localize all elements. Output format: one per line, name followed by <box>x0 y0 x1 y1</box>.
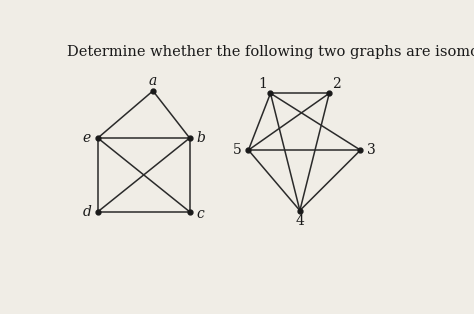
Text: 4: 4 <box>295 214 304 228</box>
Text: 2: 2 <box>332 77 341 91</box>
Text: c: c <box>197 207 205 221</box>
Text: 5: 5 <box>233 143 242 157</box>
Text: Determine whether the following two graphs are isomorphic.: Determine whether the following two grap… <box>66 45 474 59</box>
Text: e: e <box>82 131 91 145</box>
Text: 3: 3 <box>367 143 376 157</box>
Text: d: d <box>82 205 91 219</box>
Text: 1: 1 <box>259 77 267 91</box>
Text: b: b <box>196 131 205 145</box>
Text: a: a <box>149 74 157 88</box>
